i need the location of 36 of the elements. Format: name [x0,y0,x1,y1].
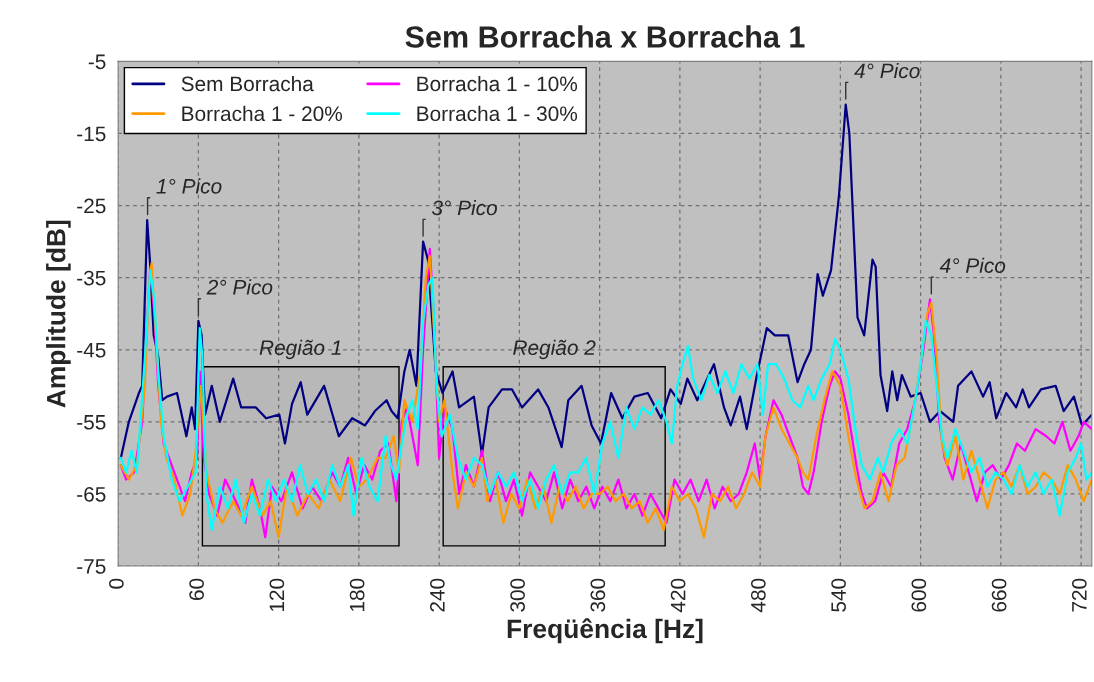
y-tick-label: -45 [77,342,106,358]
x-tick-label: 180 [349,578,365,612]
x-axis-title: Freqüência [Hz] [507,618,703,644]
y-tick-label: -25 [77,198,106,214]
y-tick-label: -65 [77,486,106,502]
annotation: 1° Pico [156,178,222,194]
x-tick-label: 480 [750,578,766,613]
legend-label: Borracha 1 - 30% [417,105,578,122]
x-tick-label: 120 [269,578,285,612]
band-label: Região 1 [259,339,341,360]
x-tick-label: 720 [1071,578,1087,612]
annotation: 2° Pico [206,279,273,295]
x-tick-label: 240 [429,578,445,612]
x-tick-label: 300 [510,578,525,612]
legend-label: Borracha 1 - 20% [182,105,343,122]
y-tick-label: -5 [88,54,106,70]
x-tick-label: 600 [911,578,927,612]
x-tick-label: 60 [189,578,204,600]
y-axis-title: Amplitude [dB] [46,220,71,408]
annotation: 4° Pico [854,63,920,79]
legend-label: Borracha 1 - 10% [417,75,578,92]
x-tick-label: 540 [831,578,846,612]
x-tick-label: 660 [991,578,1007,612]
x-tick-label: 0 [108,578,124,589]
band-label: Região 2 [513,339,596,360]
y-tick-label: -75 [77,559,106,574]
annotation: 3° Pico [431,199,497,216]
y-tick-label: -55 [77,415,106,430]
line-series [119,103,1092,460]
x-tick-label: 360 [590,578,606,612]
chart-title: Sem Borracha x Borracha 1 [405,25,805,48]
annotation: 4° Pico [939,257,1006,273]
legend-label: Sem Borracha [181,75,314,92]
y-tick-label: -35 [77,270,106,286]
y-tick-label: -15 [77,126,106,142]
x-tick-label: 420 [670,578,686,613]
